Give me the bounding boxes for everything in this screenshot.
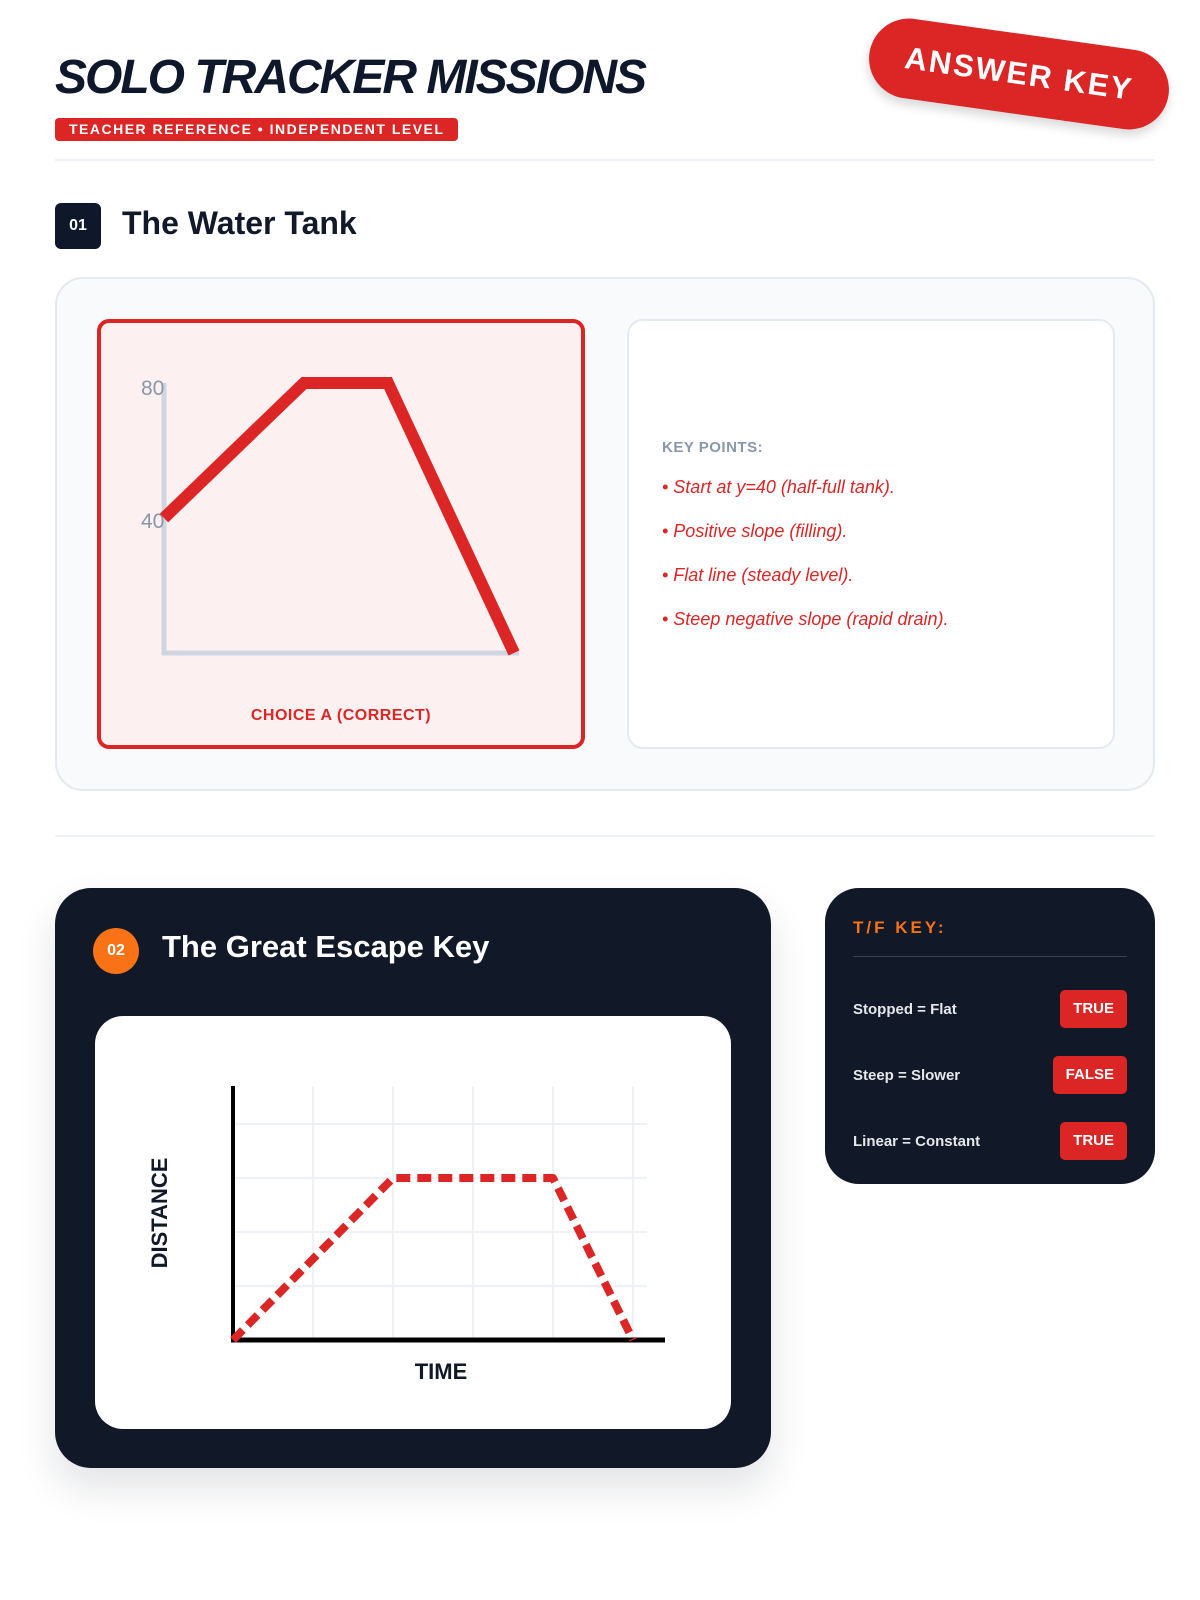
- page-title: SOLO TRACKER MISSIONS: [55, 51, 647, 104]
- section-1-title: The Water Tank: [122, 205, 357, 241]
- tf-row: Linear = Constant TRUE: [853, 1122, 1127, 1160]
- water-tank-graph: 80 40: [141, 377, 520, 656]
- answer-key-stamp: ANSWER KEY: [863, 13, 1175, 135]
- escape-x-axis-label: TIME: [415, 1359, 468, 1384]
- key-points-list: • Start at y=40 (half-full tank). • Posi…: [662, 473, 948, 649]
- tank-level-line: [159, 377, 520, 656]
- escape-graph: TIME DISTANCE: [147, 1086, 665, 1384]
- tf-row: Steep = Slower FALSE: [853, 1056, 1127, 1094]
- tank-y-tick-label: 40: [141, 510, 164, 533]
- key-point-item: • Steep negative slope (rapid drain).: [662, 609, 949, 629]
- key-points-heading: KEY POINTS:: [662, 439, 764, 456]
- escape-grid: [233, 1086, 647, 1340]
- subtitle-badge: TEACHER REFERENCE • INDEPENDENT LEVEL: [55, 118, 459, 141]
- section-2-title: The Great Escape Key: [162, 929, 490, 964]
- section-2-number: 02: [93, 928, 139, 974]
- key-points-card: KEY POINTS: • Start at y=40 (half-full t…: [627, 319, 1115, 749]
- tf-answer-badge: TRUE: [1060, 990, 1127, 1028]
- tf-divider: [853, 956, 1127, 957]
- tf-statement: Linear = Constant: [853, 1132, 981, 1150]
- tf-statement: Steep = Slower: [853, 1066, 961, 1084]
- choice-a-label: CHOICE A (CORRECT): [250, 707, 432, 724]
- escape-distance-line: [230, 1174, 637, 1343]
- escape-graph-card: TIME DISTANCE: [95, 1016, 731, 1429]
- tf-row: Stopped = Flat TRUE: [853, 990, 1127, 1028]
- escape-y-axis-label: DISTANCE: [147, 1158, 172, 1269]
- header-divider: [55, 159, 1155, 161]
- tf-key-heading: T/F KEY:: [853, 918, 947, 937]
- key-point-item: • Start at y=40 (half-full tank).: [662, 477, 895, 497]
- tank-y-tick-label: 80: [141, 377, 164, 400]
- key-point-item: • Flat line (steady level).: [662, 565, 854, 585]
- tf-answer-badge: FALSE: [1052, 1056, 1127, 1094]
- tf-key-panel: T/F KEY: Stopped = Flat TRUE Steep = Slo…: [825, 888, 1155, 1184]
- tf-statement: Stopped = Flat: [853, 1000, 957, 1018]
- key-point-item: • Positive slope (filling).: [662, 521, 848, 541]
- tf-answer-badge: TRUE: [1060, 1122, 1127, 1160]
- section-divider: [55, 835, 1155, 837]
- choice-a-card[interactable]: 80 40 CHOICE A (CORRECT): [97, 319, 585, 749]
- section-1-number: 01: [55, 203, 101, 249]
